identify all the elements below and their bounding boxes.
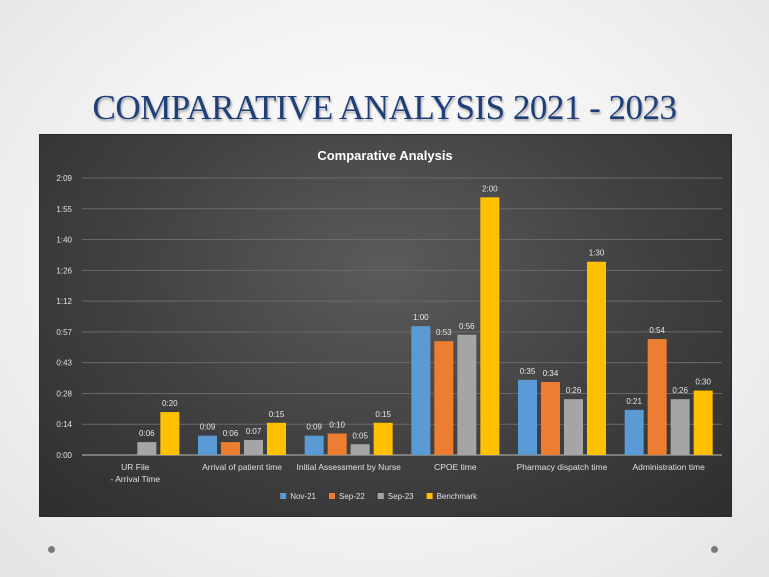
data-label: 0:09 (306, 423, 322, 432)
data-label: 0:30 (695, 378, 711, 387)
data-label: 0:26 (566, 386, 582, 395)
bar (411, 326, 431, 455)
chart-title: Comparative Analysis (317, 148, 452, 163)
legend-label: Sep-22 (339, 492, 365, 501)
bar (670, 399, 690, 455)
data-label: 0:09 (200, 423, 216, 432)
x-tick-label: UR File (121, 462, 150, 472)
y-tick-label: 1:55 (56, 205, 72, 214)
bar (624, 409, 644, 455)
slide-bullet-right (711, 546, 718, 553)
bar-chart: Comparative Analysis 0:00 0:14 0:28 0:43 0:5… (56, 148, 722, 501)
bar (373, 422, 393, 455)
y-tick-label: 0:57 (56, 328, 72, 337)
bar (434, 341, 454, 455)
y-tick-label: 2:09 (56, 174, 72, 183)
data-label: 0:53 (436, 328, 452, 337)
data-label: 0:06 (139, 429, 155, 438)
bar (137, 442, 157, 455)
data-label: 0:06 (223, 429, 239, 438)
legend-label: Sep-23 (388, 492, 414, 501)
bar (244, 439, 263, 455)
legend-label: Benchmark (437, 492, 478, 501)
data-label: 0:54 (649, 326, 665, 335)
x-tick-label: - Arrival Time (111, 474, 161, 484)
data-label: 0:15 (269, 410, 285, 419)
bar (564, 399, 583, 455)
data-label: 1:00 (413, 313, 429, 322)
bar (198, 435, 217, 455)
bar (350, 444, 370, 455)
data-label: 0:26 (672, 386, 688, 395)
bar (518, 379, 537, 455)
legend-swatch (329, 493, 335, 499)
y-tick-label: 0:00 (56, 451, 72, 460)
data-label: 1:30 (589, 249, 605, 258)
bar (267, 422, 286, 455)
bar (587, 261, 606, 455)
legend-label: Nov-21 (290, 492, 316, 501)
bar (647, 339, 667, 455)
data-label: 2:00 (482, 184, 498, 193)
x-tick-label: Initial Assessment by Nurse (296, 462, 401, 472)
data-label: 0:21 (626, 397, 642, 406)
x-tick-label: Pharmacy dispatch time (517, 462, 608, 472)
data-label: 0:34 (543, 369, 559, 378)
x-tick-label: Administration time (633, 462, 706, 472)
y-tick-label: 1:12 (56, 297, 72, 306)
data-label: 0:56 (459, 322, 475, 331)
data-label: 0:35 (520, 367, 536, 376)
legend-swatch (426, 493, 433, 499)
chart-container: Comparative Analysis 0:00 0:14 0:28 0:43 0:5… (39, 134, 732, 517)
data-label: 0:15 (375, 410, 391, 419)
x-tick-label: Arrival of patient time (202, 462, 282, 472)
bar (304, 435, 324, 455)
bar (457, 334, 477, 455)
data-label: 0:07 (246, 427, 262, 436)
bar (541, 381, 560, 455)
bar (160, 412, 180, 455)
bar (221, 442, 240, 455)
y-tick-label: 0:14 (56, 420, 72, 429)
data-label: 0:20 (162, 399, 178, 408)
slide-bullet-left (48, 546, 55, 553)
y-tick-label: 0:43 (56, 359, 72, 368)
data-label: 0:10 (329, 421, 345, 430)
slide-title: COMPARATIVE ANALYSIS 2021 - 2023 (92, 88, 678, 127)
bar (327, 433, 347, 455)
legend-swatch (377, 493, 384, 499)
bar (480, 197, 500, 456)
data-label: 0:05 (352, 431, 368, 440)
y-tick-label: 1:40 (56, 236, 72, 245)
x-tick-label: CPOE time (434, 462, 477, 472)
bar (693, 390, 713, 455)
y-tick-label: 1:26 (56, 266, 72, 275)
y-tick-label: 0:28 (56, 389, 72, 398)
legend-swatch (280, 493, 287, 499)
